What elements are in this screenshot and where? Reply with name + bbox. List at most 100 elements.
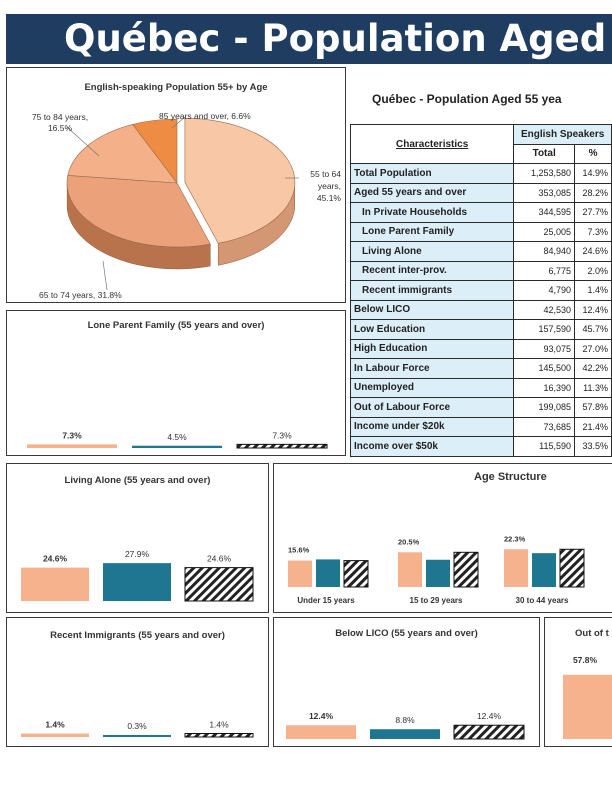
table-row: Out of Labour Force 199,085 57.8% [349,397,612,418]
row-pct: 28.2% [574,182,612,203]
living-alone-chart: 24.6% 27.9% 24.6% [21,549,254,602]
pie-label-55-64: 55 to 64 years, 45.1% [310,169,341,203]
pie-label-85-plus: 85 years and over, 6.6% [159,111,251,121]
bar-value-label: 24.6% [207,554,232,564]
pie-chart [66,116,299,291]
row-total: 6,775 [513,260,576,281]
age-bar [343,560,369,588]
table-row: Recent inter-prov. 6,775 2.0% [349,260,612,281]
bar-value-label: 7.3% [62,430,82,440]
table-row: Unemployed 16,390 11.3% [349,377,612,398]
row-pct: 57.8% [574,397,612,418]
bar-0 [27,444,117,448]
row-pct: 7.3% [574,221,612,242]
age-bar [532,553,556,587]
table-title-text: Québec - Population Aged 55 yea [372,92,562,106]
row-label: Living Alone [349,241,515,262]
out-of-labour-chart-panel: Out of t 57.8% [544,617,612,747]
bar-0 [21,733,89,737]
row-pct: 45.7% [574,319,612,340]
row-total: 42,530 [513,299,576,320]
pie-leader-line [66,126,100,157]
lone-parent-chart-title: Lone Parent Family (55 years and over) [87,320,265,331]
bar-2 [236,443,328,449]
age-bar [453,551,479,588]
age-bar [426,559,450,587]
row-total: 93,075 [513,338,576,359]
bar-1 [103,735,171,737]
age-value-label: 15.6% [288,546,310,555]
row-pct: 2.0% [574,260,612,281]
recent-immigrants-chart: 1.4% 0.3% 1.4% [21,720,254,738]
row-pct: 24.6% [574,241,612,262]
row-label: Recent immigrants [349,280,515,301]
row-pct: 27.0% [574,338,612,359]
age-category-label: 30 to 44 years [516,596,569,605]
row-total: 73,685 [513,416,576,437]
row-total: 84,940 [513,241,576,262]
pie-leader-line [102,260,108,291]
bar-value-label: 8.8% [395,715,415,725]
bar-0 [286,725,356,739]
row-pct: 27.7% [574,202,612,223]
row-total: 145,500 [513,358,576,379]
below-lico-chart-panel: Below LICO (55 years and over) 12.4% 8.8%… [273,617,540,747]
recent-immigrants-chart-panel: Recent Immigrants (55 years and over) 1.… [6,617,269,747]
row-total: 157,590 [513,319,576,340]
below-lico-chart-title: Below LICO (55 years and over) [335,628,478,639]
page-banner: Québec - Population Aged 55 [6,14,612,64]
col-total-header: Total [513,143,576,164]
row-total: 115,590 [513,436,576,457]
bar-1 [103,563,171,601]
age-bar [504,549,528,587]
row-pct: 12.4% [574,299,612,320]
table-row: Aged 55 years and over 353,085 28.2% [349,182,612,203]
row-total: 25,005 [513,221,576,242]
col-pct-header: % [574,143,612,164]
table-row: Income over $50k 115,590 33.5% [349,436,612,457]
bar-0 [563,674,612,739]
age-bar [316,559,340,587]
table-row: In Private Households 344,595 27.7% [349,202,612,223]
age-value-label: 22.3% [504,534,526,543]
pie-chart-title: English-speaking Population 55+ by Age [84,82,268,93]
out-of-labour-chart: 57.8% [563,655,612,739]
table-row: Low Education 157,590 45.7% [349,319,612,340]
row-total: 16,390 [513,377,576,398]
bar-value-label: 12.4% [477,711,502,721]
table-row: Below LICO 42,530 12.4% [349,299,612,320]
below-lico-chart: 12.4% 8.8% 12.4% [286,711,525,740]
living-alone-chart-title: Living Alone (55 years and over) [64,475,211,486]
table-row: High Education 93,075 27.0% [349,338,612,359]
bar-2 [184,567,254,602]
pie-leader-line [171,116,186,129]
bar-value-label: 57.8% [573,655,598,665]
row-label: Recent inter-prov. [349,260,515,281]
pie-slice [66,175,211,248]
age-bar [288,560,312,587]
age-value-label: 20.5% [398,537,420,546]
bar-1 [370,729,440,739]
row-pct: 1.4% [574,280,612,301]
row-total: 353,085 [513,182,576,203]
bar-value-label: 1.4% [209,720,229,730]
row-label: High Education [349,338,515,359]
table-row: In Labour Force 145,500 42.2% [349,358,612,379]
age-bar [398,552,422,587]
table-title: Québec - Population Aged 55 yea [372,92,562,106]
age-bar [559,548,585,588]
pie-slice [67,124,178,184]
row-label: Out of Labour Force [349,397,515,418]
pie-slice [132,118,178,184]
page-title: Québec - Population Aged 55 [64,17,612,60]
bar-2 [184,733,254,738]
age-structure-chart-title: Age Structure [474,471,547,483]
row-pct: 21.4% [574,416,612,437]
row-total: 1,253,580 [513,163,576,184]
pie-label-65-74: 65 to 74 years, 31.8% [39,290,122,300]
row-label: Lone Parent Family [349,221,515,242]
age-structure-chart: 15.6% Under 15 years 20.5% 15 to 29 years 22… [288,534,585,605]
bar-value-label: 1.4% [45,720,65,730]
bar-value-label: 0.3% [127,721,147,731]
bar-0 [21,567,89,601]
